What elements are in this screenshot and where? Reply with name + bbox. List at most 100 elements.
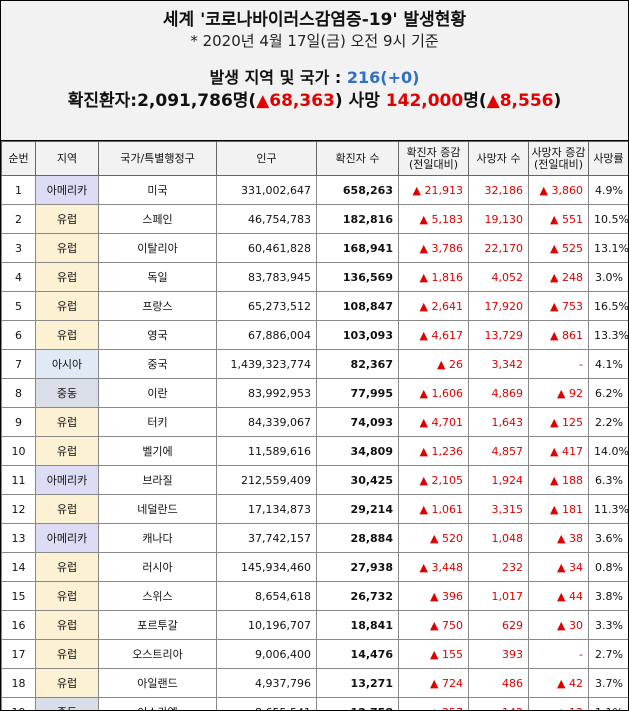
row-number: 15 <box>1 581 36 611</box>
deaths-delta-cell: - <box>528 639 589 669</box>
table-row: 10 유럽 벨기에 11,589,616 34,809 ▲ 1,236 4,857 ▲ 417… <box>1 436 628 466</box>
country-cell: 미국 <box>98 175 217 205</box>
row-number: 14 <box>1 552 36 582</box>
table-row: 19중동이스라엘8,655,54112,758▲ 257142▲ 121.1% <box>1 697 628 710</box>
death-rate-cell: 2.7% <box>588 639 628 669</box>
deaths-cell: 13,729 <box>468 320 529 350</box>
population-cell: 46,754,783 <box>216 204 317 234</box>
country-cell: 독일 <box>98 262 217 292</box>
confirmed-cell: 30,425 <box>316 465 399 495</box>
population-cell: 67,886,004 <box>216 320 317 350</box>
col-death-rate-header: 사망률 <box>588 141 628 176</box>
confirmed-cell: 108,847 <box>316 291 399 321</box>
deaths-delta-cell: ▲ 92 <box>528 378 589 408</box>
table-header-row: 순번 지역 국가/특별행정구 인구 확진자 수 확진자 증감 (전일대비) 사망자 수 사망자 … <box>1 141 628 176</box>
deaths-cell: 1,924 <box>468 465 529 495</box>
region-cell: 아메리카 <box>35 465 99 495</box>
country-cell: 중국 <box>98 349 217 379</box>
death-rate-cell: 3.3% <box>588 610 628 640</box>
population-cell: 17,134,873 <box>216 494 317 524</box>
region-cell: 아메리카 <box>35 175 99 205</box>
confirmed-cell: 136,569 <box>316 262 399 292</box>
deaths-count: 142,000 <box>385 91 464 111</box>
confirmed-cell: 18,841 <box>316 610 399 640</box>
region-cell: 유럽 <box>35 233 99 263</box>
confirmed-close: ) 사망 <box>334 91 386 111</box>
confirmed-delta-cell: ▲ 4,701 <box>398 407 469 437</box>
region-cell: 유럽 <box>35 639 99 669</box>
death-rate-cell: 1.1% <box>588 697 628 710</box>
confirmed-delta-cell: ▲ 3,448 <box>398 552 469 582</box>
deaths-delta-cell: ▲ 44 <box>528 581 589 611</box>
country-cell: 브라질 <box>98 465 217 495</box>
col-deaths-delta-header: 사망자 증감 (전일대비) <box>528 141 589 176</box>
deaths-delta: ▲8,556 <box>486 91 554 111</box>
deaths-delta-cell: ▲ 188 <box>528 465 589 495</box>
row-number: 13 <box>1 523 36 553</box>
death-rate-cell: 13.1% <box>588 233 628 263</box>
table-row: 11 아메리카 브라질 212,559,409 30,425 ▲ 2,105 1,924 ▲ … <box>1 465 628 495</box>
deaths-cell: 3,315 <box>468 494 529 524</box>
confirmed-cell: 13,271 <box>316 668 399 698</box>
report-header: 세계 '코로나바이러스감염증-19' 발생현황 * 2020년 4월 17일(금… <box>1 1 628 141</box>
confirmed-cell: 29,214 <box>316 494 399 524</box>
row-number: 1 <box>1 175 36 205</box>
population-cell: 83,783,945 <box>216 262 317 292</box>
country-cell: 프랑스 <box>98 291 217 321</box>
death-rate-cell: 4.9% <box>588 175 628 205</box>
confirmed-delta-cell: ▲ 1,816 <box>398 262 469 292</box>
population-cell: 84,339,067 <box>216 407 317 437</box>
country-cell: 포르투갈 <box>98 610 217 640</box>
row-number: 12 <box>1 494 36 524</box>
population-cell: 8,654,618 <box>216 581 317 611</box>
table-row: 7 아시아 중국 1,439,323,774 82,367 ▲ 26 3,342-4.1% <box>1 349 628 379</box>
confirmed-cell: 658,263 <box>316 175 399 205</box>
confirmed-delta-cell: ▲ 396 <box>398 581 469 611</box>
confirmed-cell: 34,809 <box>316 436 399 466</box>
population-cell: 8,655,541 <box>216 697 317 710</box>
population-cell: 65,273,512 <box>216 291 317 321</box>
death-rate-cell: 13.3% <box>588 320 628 350</box>
table-row: 1 아메리카 미국 331,002,647 658,263 ▲ 21,913 32,186 ▲… <box>1 175 628 205</box>
row-number: 3 <box>1 233 36 263</box>
deaths-cell: 1,643 <box>468 407 529 437</box>
population-cell: 331,002,647 <box>216 175 317 205</box>
country-cell: 벨기에 <box>98 436 217 466</box>
deaths-cell: 629 <box>468 610 529 640</box>
region-cell: 중동 <box>35 378 99 408</box>
country-cell: 아일랜드 <box>98 668 217 698</box>
country-cell: 터키 <box>98 407 217 437</box>
confirmed-delta-cell: ▲ 1,606 <box>398 378 469 408</box>
row-number: 7 <box>1 349 36 379</box>
confirmed-delta-cell: ▲ 2,641 <box>398 291 469 321</box>
population-cell: 11,589,616 <box>216 436 317 466</box>
col-deaths-header: 사망자 수 <box>468 141 529 176</box>
confirmed-delta-cell: ▲ 3,786 <box>398 233 469 263</box>
deaths-delta-cell: ▲ 42 <box>528 668 589 698</box>
confirmed-cell: 26,732 <box>316 581 399 611</box>
confirmed-delta-cell: ▲ 1,061 <box>398 494 469 524</box>
death-rate-cell: 3.0% <box>588 262 628 292</box>
row-number: 11 <box>1 465 36 495</box>
report-title: 세계 '코로나바이러스감염증-19' 발생현황 <box>162 10 467 30</box>
col-country-header: 국가/특별행정구 <box>98 141 217 176</box>
deaths-cell: 232 <box>468 552 529 582</box>
confirmed-cell: 103,093 <box>316 320 399 350</box>
population-cell: 212,559,409 <box>216 465 317 495</box>
deaths-delta-cell: ▲ 30 <box>528 610 589 640</box>
confirmed-delta-cell: ▲ 520 <box>398 523 469 553</box>
deaths-delta-cell: ▲ 181 <box>528 494 589 524</box>
row-number: 6 <box>1 320 36 350</box>
table-row: 5 유럽 프랑스 65,273,512 108,847 ▲ 2,641 17,920 ▲ 75… <box>1 291 628 321</box>
country-cell: 이탈리아 <box>98 233 217 263</box>
deaths-cell: 486 <box>468 668 529 698</box>
table-row: 3 유럽 이탈리아 60,461,828 168,941 ▲ 3,786 22,170 ▲ 5… <box>1 233 628 263</box>
death-rate-cell: 6.3% <box>588 465 628 495</box>
country-cell: 이스라엘 <box>98 697 217 710</box>
death-rate-cell: 4.1% <box>588 349 628 379</box>
population-cell: 145,934,460 <box>216 552 317 582</box>
confirmed-cell: 74,093 <box>316 407 399 437</box>
deaths-delta-cell: ▲ 125 <box>528 407 589 437</box>
row-number: 17 <box>1 639 36 669</box>
col-confirmed-delta-header: 확진자 증감 (전일대비) <box>398 141 469 176</box>
